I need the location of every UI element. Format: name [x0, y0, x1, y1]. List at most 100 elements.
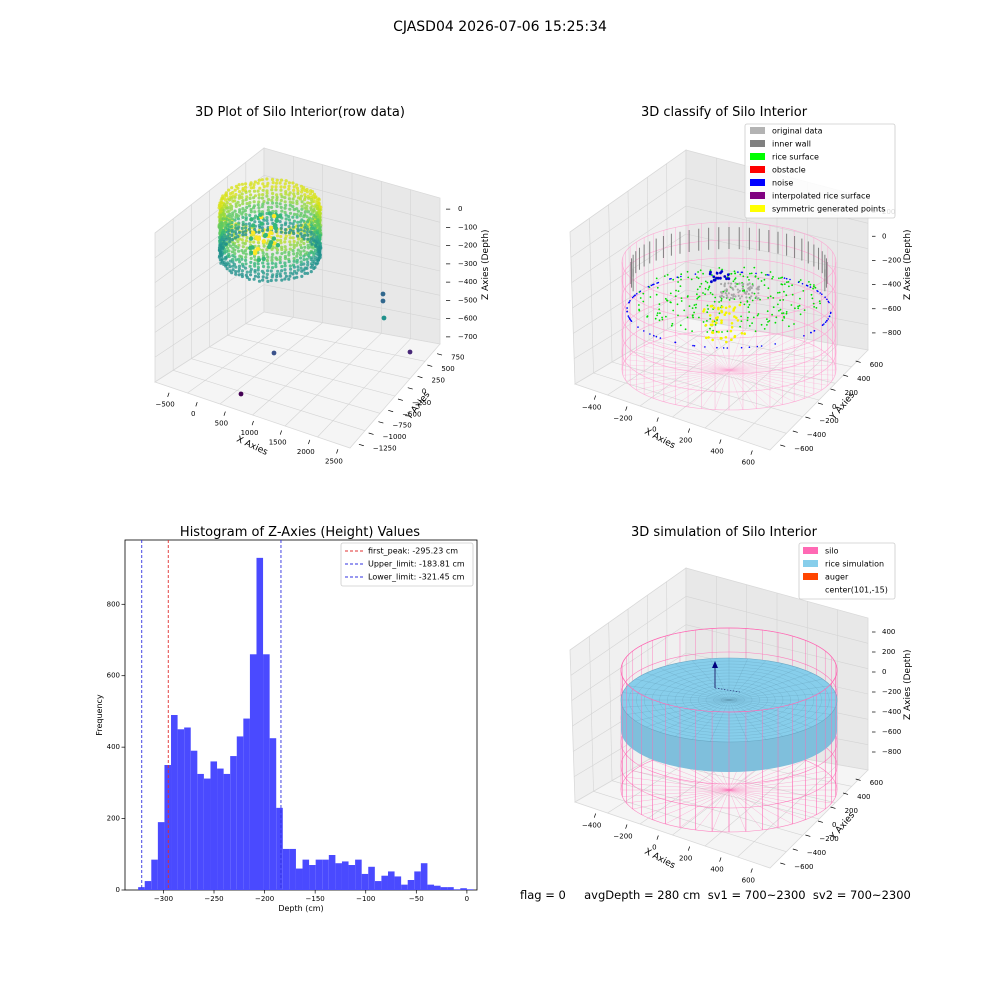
- noise-point: [657, 281, 660, 284]
- rice-surface-point: [709, 269, 712, 272]
- rice-surface-point: [706, 281, 709, 284]
- raw-point: [238, 210, 242, 214]
- raw-point: [238, 260, 242, 264]
- raw-point: [280, 209, 284, 213]
- raw-point: [256, 203, 260, 207]
- raw-point: [222, 214, 226, 219]
- raw-point: [266, 181, 270, 185]
- panel-simulation-3d-y-tick-label: −200: [819, 835, 838, 843]
- raw-point: [245, 246, 249, 250]
- raw-point: [261, 182, 265, 186]
- raw-point: [257, 193, 261, 197]
- raw-point: [295, 202, 299, 206]
- rice-surface-point: [764, 274, 767, 276]
- raw-point: [318, 252, 322, 256]
- raw-point: [303, 193, 307, 197]
- raw-point: [295, 186, 299, 190]
- noise-point: [719, 276, 722, 280]
- raw-point: [270, 247, 274, 251]
- histogram-bar: [157, 822, 165, 890]
- rice-surface-point: [746, 301, 749, 303]
- noise-point: [726, 347, 729, 349]
- rice-surface-point: [680, 300, 683, 302]
- panel-simulation-3d-z-tick-label: −600: [882, 728, 901, 736]
- raw-point: [252, 249, 258, 254]
- rice-surface-point: [748, 279, 750, 281]
- original-data-point: [721, 291, 724, 294]
- silo-spoke: [632, 789, 730, 810]
- rice-surface-point: [691, 307, 694, 309]
- rice-surface-point: [708, 285, 711, 288]
- panel-raw-3d-y-tick-mark: [378, 421, 384, 424]
- panel-classify-3d-z-tick-label: 0: [882, 232, 886, 240]
- histogram-x-tick-label: −50: [409, 895, 424, 903]
- raw-point: [308, 240, 313, 244]
- original-data-point: [737, 294, 740, 297]
- raw-point: [266, 197, 271, 202]
- rice-surface-point: [819, 302, 821, 305]
- original-data-point: [720, 282, 723, 286]
- rice-surface-point: [712, 329, 714, 332]
- raw-point: [240, 195, 244, 200]
- raw-point: [222, 208, 226, 212]
- raw-point: [279, 230, 283, 234]
- raw-point: [262, 218, 266, 222]
- raw-point: [309, 270, 313, 274]
- raw-point: [231, 268, 235, 272]
- histogram-bar: [190, 750, 198, 890]
- raw-point: [302, 254, 306, 258]
- panel-raw-3d-z-tick-label: −300: [458, 260, 477, 268]
- classify-silo-spoke: [728, 349, 822, 371]
- rice-surface-point: [791, 293, 794, 296]
- rice-surface-point: [813, 285, 815, 288]
- raw-point: [302, 219, 306, 223]
- raw-outlier-point: [380, 298, 386, 304]
- panel-simulation-3d-x-tick-label: 200: [679, 855, 692, 863]
- rice-surface-point: [747, 306, 750, 309]
- histogram-bar: [414, 871, 421, 890]
- raw-point: [265, 211, 269, 216]
- raw-point: [230, 233, 234, 237]
- raw-point: [287, 277, 291, 281]
- panel-raw-3d-x-tick-mark: [279, 430, 282, 435]
- rice-surface-point: [656, 286, 659, 289]
- panel-raw-3d-z-tick-label: −600: [458, 315, 477, 323]
- raw-point: [275, 198, 279, 202]
- panel-raw-3d-z-ticks: −700 −600 −500 −400 −300 −200 −100 0: [446, 205, 477, 341]
- raw-point: [253, 262, 257, 266]
- raw-point: [275, 178, 279, 182]
- rice-mesh-spoke: [728, 672, 812, 701]
- rice-surface-point: [734, 277, 737, 280]
- rice-surface-point: [746, 276, 749, 278]
- raw-point: [284, 234, 288, 238]
- rice-surface-point: [718, 312, 721, 315]
- raw-point: [284, 274, 288, 278]
- raw-point: [265, 252, 269, 256]
- raw-point: [244, 198, 248, 202]
- rice-surface-point: [658, 319, 661, 322]
- noise-point: [821, 293, 823, 296]
- raw-point: [244, 182, 248, 186]
- raw-point: [271, 209, 275, 214]
- raw-point: [303, 188, 307, 193]
- raw-point: [284, 248, 288, 252]
- raw-outlier-point: [238, 391, 244, 397]
- raw-point: [306, 233, 310, 237]
- rice-surface-point: [752, 316, 755, 319]
- raw-point: [261, 278, 265, 282]
- raw-outlier-point: [380, 291, 386, 297]
- classify-silo-spoke: [644, 345, 730, 371]
- raw-point: [237, 249, 241, 253]
- rice-mesh-spoke: [728, 660, 767, 701]
- noise-point: [647, 285, 650, 288]
- legend-swatch: [750, 127, 765, 134]
- raw-point: [248, 264, 252, 268]
- raw-point: [252, 277, 256, 281]
- original-data-point: [757, 285, 761, 288]
- raw-point: [288, 221, 292, 225]
- panel-simulation-3d-y-tick-mark: [817, 820, 823, 823]
- panel-raw-3d-y-tick-label: 750: [451, 354, 464, 362]
- raw-point: [230, 240, 234, 244]
- raw-point: [234, 265, 238, 269]
- raw-point: [244, 212, 248, 217]
